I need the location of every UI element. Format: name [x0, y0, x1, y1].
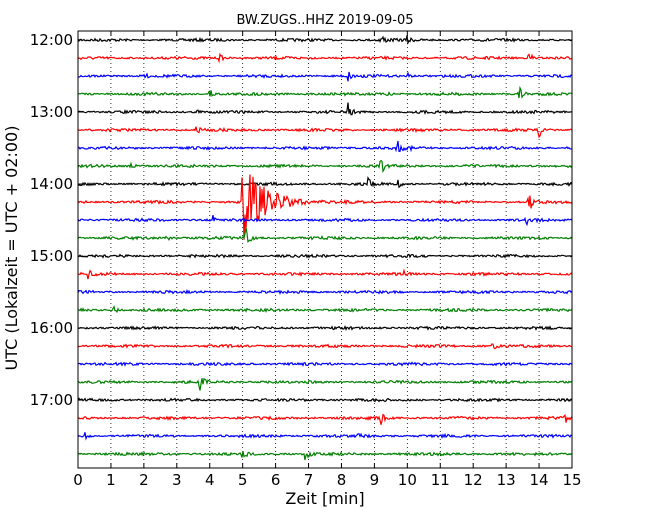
trace-1400	[77, 176, 573, 189]
y-tick-label: 15:00	[30, 247, 73, 265]
trace-1600	[77, 325, 573, 331]
trace-1515	[77, 268, 573, 280]
x-tick-label: 10	[398, 471, 417, 489]
grid-lines	[110, 31, 540, 468]
x-tick-label: 9	[370, 471, 380, 489]
trace-1745	[77, 450, 573, 461]
trace-1445	[77, 227, 573, 243]
y-tick-label: 14:00	[30, 175, 73, 193]
x-tick-label: 8	[337, 471, 347, 489]
trace-1300	[77, 102, 573, 116]
trace-1245	[77, 85, 573, 99]
x-tick-label: 0	[73, 471, 83, 489]
trace-1630	[77, 361, 573, 367]
trace-1215	[77, 52, 573, 64]
y-tick-label: 16:00	[30, 319, 73, 337]
x-axis: 0 1 2 3 4 5 6 7 8 9 10 11 12 13 14 15	[73, 31, 582, 489]
trace-1700	[77, 397, 572, 403]
x-tick-label: 1	[106, 471, 116, 489]
chart-title: BW.ZUGS..HHZ 2019-09-05	[236, 13, 413, 28]
trace-1615	[77, 343, 573, 350]
trace-1230	[77, 71, 573, 82]
trace-1200	[77, 35, 573, 45]
trace-1715	[77, 413, 573, 425]
x-tick-label: 14	[530, 471, 549, 489]
y-axis: 12:00 13:00 14:00 15:00 16:00 17:00	[30, 31, 572, 409]
trace-1345	[77, 159, 573, 174]
x-tick-label: 12	[464, 471, 483, 489]
trace-1330	[77, 140, 573, 153]
trace-1545	[78, 305, 573, 314]
y-tick-label: 13:00	[30, 103, 73, 121]
x-tick-label: 15	[562, 471, 581, 489]
x-tick-label: 13	[497, 471, 516, 489]
trace-1730	[77, 432, 573, 441]
x-tick-label: 11	[431, 471, 450, 489]
x-tick-label: 7	[304, 471, 314, 489]
x-tick-label: 4	[205, 471, 215, 489]
y-axis-label: UTC (Lokalzeit = UTC + 02:00)	[2, 126, 21, 371]
plot-frame	[77, 30, 573, 469]
x-tick-label: 2	[139, 471, 149, 489]
x-tick-label: 5	[238, 471, 248, 489]
trace-1430	[77, 214, 573, 227]
x-axis-label: Zeit [min]	[285, 489, 364, 508]
trace-1500	[77, 253, 573, 259]
y-tick-label: 17:00	[30, 391, 73, 409]
trace-group	[77, 35, 573, 461]
x-tick-label: 3	[172, 471, 182, 489]
trace-1645	[77, 377, 573, 391]
y-tick-label: 12:00	[30, 31, 73, 49]
trace-1315	[77, 126, 573, 139]
trace-1415	[77, 174, 573, 240]
trace-1530	[77, 288, 573, 296]
x-tick-label: 6	[271, 471, 281, 489]
